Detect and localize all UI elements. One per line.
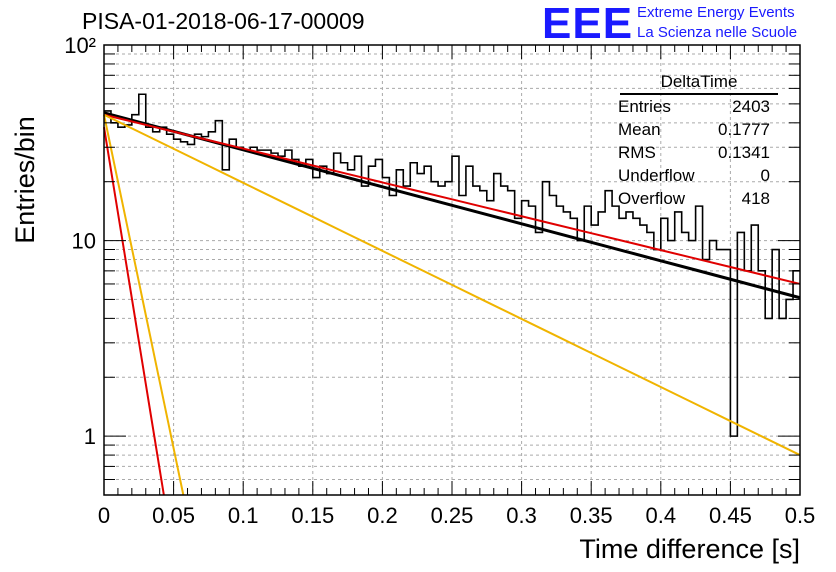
fit-line (103, 113, 801, 456)
x-tick-label: 0.25 (431, 503, 474, 528)
fit-line (103, 114, 185, 496)
logo-subtitle-2: La Scienza nelle Scuole (637, 24, 798, 41)
stats-label: Entries (618, 97, 671, 116)
x-tick-label: 0 (98, 503, 110, 528)
y-tick-label: 10² (64, 33, 96, 58)
histogram-outline (104, 93, 800, 437)
stats-value: 0 (760, 166, 770, 185)
x-tick-label: 0.3 (506, 503, 537, 528)
stats-value: 418 (741, 189, 770, 208)
y-tick-label: 1 (84, 424, 96, 449)
x-tick-label: 0.35 (570, 503, 613, 528)
histogram-layer (104, 93, 800, 437)
stats-title: DeltaTime (620, 72, 778, 95)
x-tick-label: 0.5 (785, 503, 816, 528)
stats-row: Entries 2403 (612, 95, 778, 118)
x-tick-label: 0.05 (152, 503, 195, 528)
stats-label: Overflow (618, 189, 686, 208)
stats-label: RMS (618, 143, 656, 162)
stats-box: DeltaTime Entries 2403 Mean 0.1777 RMS 0… (612, 72, 778, 210)
fit-lines-layer (103, 111, 801, 496)
stats-label: Underflow (618, 166, 695, 185)
y-tick-label: 10 (72, 229, 96, 254)
stats-row: Underflow 0 (612, 164, 778, 187)
x-tick-label: 0.4 (646, 503, 677, 528)
stats-value: 2403 (732, 97, 770, 116)
grid (104, 45, 800, 495)
stats-row: Mean 0.1777 (612, 118, 778, 141)
stats-row: RMS 0.1341 (612, 141, 778, 164)
axes: 0 0.05 0.1 0.15 0.2 0.25 0.3 0.35 0.4 0.45 0.5 1 10 1… (64, 33, 815, 528)
y-axis-label: Entries/bin (10, 116, 40, 244)
stats-label: Mean (618, 120, 661, 139)
x-tick-label: 0.1 (228, 503, 259, 528)
fit-line (103, 127, 165, 496)
x-axis-label: Time difference [s] (579, 534, 800, 564)
stats-value: 0.1777 (718, 120, 770, 139)
eee-logo: EEE (542, 0, 634, 48)
x-tick-label: 0.15 (291, 503, 334, 528)
stats-value: 0.1341 (718, 143, 770, 162)
stats-row: Overflow 418 (612, 187, 778, 210)
plot-title: PISA-01-2018-06-17-00009 (82, 8, 365, 34)
fit-line (103, 113, 801, 285)
logo-subtitle-1: Extreme Energy Events (637, 4, 795, 21)
plot-frame (103, 44, 801, 496)
x-tick-label: 0.2 (367, 503, 398, 528)
x-tick-label: 0.45 (709, 503, 752, 528)
